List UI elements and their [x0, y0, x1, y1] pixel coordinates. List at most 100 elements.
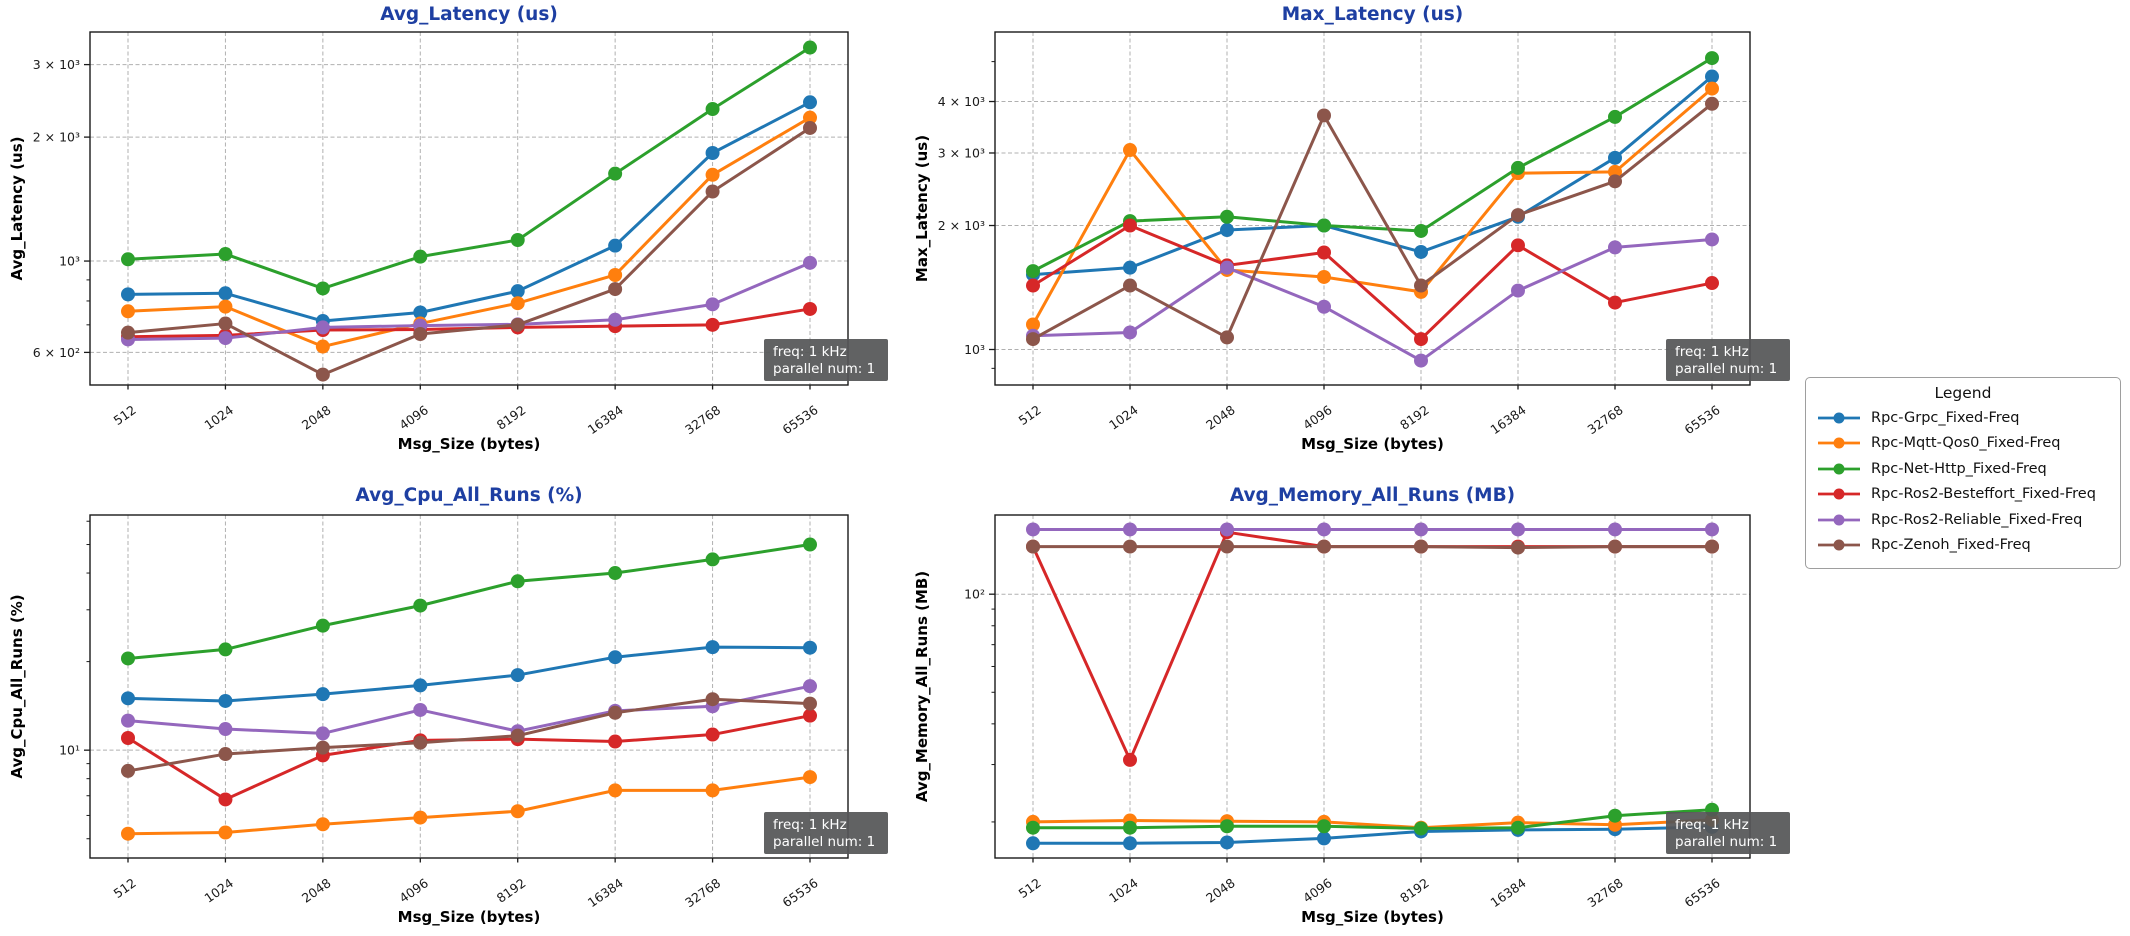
data-point [121, 252, 135, 267]
x-tick-label: 2048 [299, 875, 334, 906]
data-point [1705, 539, 1719, 554]
x-axis-label-avg-latency: Msg_Size (bytes) [398, 435, 541, 453]
data-point [1317, 831, 1331, 846]
data-point [1414, 332, 1428, 347]
data-point [1511, 540, 1525, 555]
data-point [1414, 278, 1428, 293]
x-tick-label: 65536 [1682, 875, 1723, 910]
data-point [1317, 539, 1331, 554]
y-axis-label-avg-memory: Avg_Memory_All_Runs (MB) [913, 571, 931, 802]
annotation-line: freq: 1 kHz [1675, 817, 1749, 833]
data-point [803, 40, 817, 55]
legend-marker-icon [1818, 412, 1860, 424]
data-point [1608, 174, 1622, 189]
plot-frame-avg-cpu [89, 514, 849, 859]
data-point [510, 668, 525, 683]
annotation-line: freq: 1 kHz [1675, 344, 1749, 360]
data-point [1608, 295, 1622, 310]
x-tick-label: 1024 [201, 402, 236, 433]
x-tick-label: 8192 [1397, 402, 1432, 433]
x-tick-label: 1024 [1106, 402, 1141, 433]
legend-item-label: Rpc-Net-Http_Fixed-Freq [1871, 460, 2047, 477]
legend-item-2: Rpc-Net-Http_Fixed-Freq [1816, 456, 2110, 482]
data-point [1123, 218, 1137, 233]
data-point [218, 825, 233, 840]
data-point [803, 110, 817, 125]
data-point [510, 232, 525, 247]
data-point [413, 735, 428, 750]
data-point [218, 792, 233, 807]
x-axis-label-avg-cpu: Msg_Size (bytes) [398, 908, 541, 926]
data-point [1123, 325, 1137, 340]
y-tick-label: 10³ [59, 254, 80, 269]
x-tick-label: 32768 [1585, 875, 1626, 910]
x-tick-label: 16384 [1488, 402, 1529, 437]
data-point [1123, 752, 1137, 767]
series-avg-cpu-Rpc-Zenoh_Fixed-Freq [121, 692, 817, 778]
y-tick-label: 4 × 10³ [938, 94, 985, 109]
data-point [1511, 238, 1525, 253]
data-point [1317, 108, 1331, 123]
chart-title-max-latency: Max_Latency (us) [1282, 4, 1463, 25]
legend-marker-icon [1818, 514, 1860, 526]
data-point [1123, 836, 1137, 851]
x-tick-label: 512 [1016, 875, 1044, 901]
x-tick-label: 8192 [1397, 875, 1432, 906]
data-point [705, 552, 720, 567]
data-point [608, 705, 623, 720]
series-avg-latency-Rpc-Net-Http_Fixed-Freq [121, 40, 817, 296]
chart-avg-cpu: 10¹ 512 1024 2048 4096 8192 16384 32768 65536 fre… [0, 483, 945, 936]
data-point [705, 783, 720, 798]
data-point [705, 184, 720, 199]
y-gridlines-avg-latency [90, 64, 848, 353]
data-point [1220, 209, 1234, 224]
data-point [218, 693, 233, 708]
data-point [1026, 539, 1040, 554]
x-tick-label: 16384 [1488, 875, 1529, 910]
series-avg-memory-Rpc-Zenoh_Fixed-Freq [1026, 539, 1719, 555]
chart-avg-latency: 6 × 10² 10³ 2 × 10³ 3 × 10³ 512 1024 2048 4096 8… [0, 0, 945, 486]
data-point [1511, 283, 1525, 298]
legend-box: Legend Rpc-Grpc_Fixed-Freq Rpc-Mqtt-Qos0_… [1805, 377, 2121, 569]
series-avg-latency-Rpc-Grpc_Fixed-Freq [121, 95, 817, 329]
legend-marker-icon [1818, 539, 1860, 551]
legend-item-1: Rpc-Mqtt-Qos0_Fixed-Freq [1816, 431, 2110, 457]
x-tick-label: 4096 [396, 402, 431, 433]
y-axis-avg-memory: 10² [964, 587, 995, 823]
data-point [315, 281, 330, 296]
y-axis-avg-latency: 6 × 10² 10³ 2 × 10³ 3 × 10³ [33, 57, 90, 360]
chart-canvas-avg-cpu: 10¹ 512 1024 2048 4096 8192 16384 32768 65536 fre… [8, 485, 888, 926]
data-point [121, 304, 135, 319]
data-point [510, 804, 525, 819]
data-point [1414, 539, 1428, 554]
data-point [413, 249, 428, 264]
chart-max-latency: 10³ 2 × 10³ 3 × 10³ 4 × 10³ 512 1024 2048 4096 8… [905, 0, 1850, 486]
data-point [1220, 835, 1234, 850]
data-point [1414, 244, 1428, 259]
data-point [1608, 539, 1622, 554]
data-point [218, 286, 233, 301]
x-axis-avg-cpu: 512 1024 2048 4096 8192 16384 32768 65536 [111, 858, 821, 910]
data-point [608, 734, 623, 749]
data-point [705, 145, 720, 160]
plot-frame-avg-latency [89, 31, 849, 386]
data-point [510, 296, 525, 311]
x-tick-label: 8192 [494, 875, 529, 906]
data-point [413, 327, 428, 342]
x-tick-label: 32768 [682, 402, 723, 437]
data-point [705, 297, 720, 312]
data-point [1026, 317, 1040, 332]
data-point [1317, 299, 1331, 314]
y-tick-label: 2 × 10³ [938, 218, 985, 233]
x-tick-label: 32768 [1585, 402, 1626, 437]
data-point [1026, 278, 1040, 293]
y-tick-label: 10² [964, 587, 985, 602]
data-point [1026, 522, 1040, 537]
data-point [705, 102, 720, 117]
data-point [1705, 522, 1719, 537]
y-tick-label: 6 × 10² [33, 345, 80, 360]
data-point [608, 267, 623, 282]
data-point [315, 618, 330, 633]
